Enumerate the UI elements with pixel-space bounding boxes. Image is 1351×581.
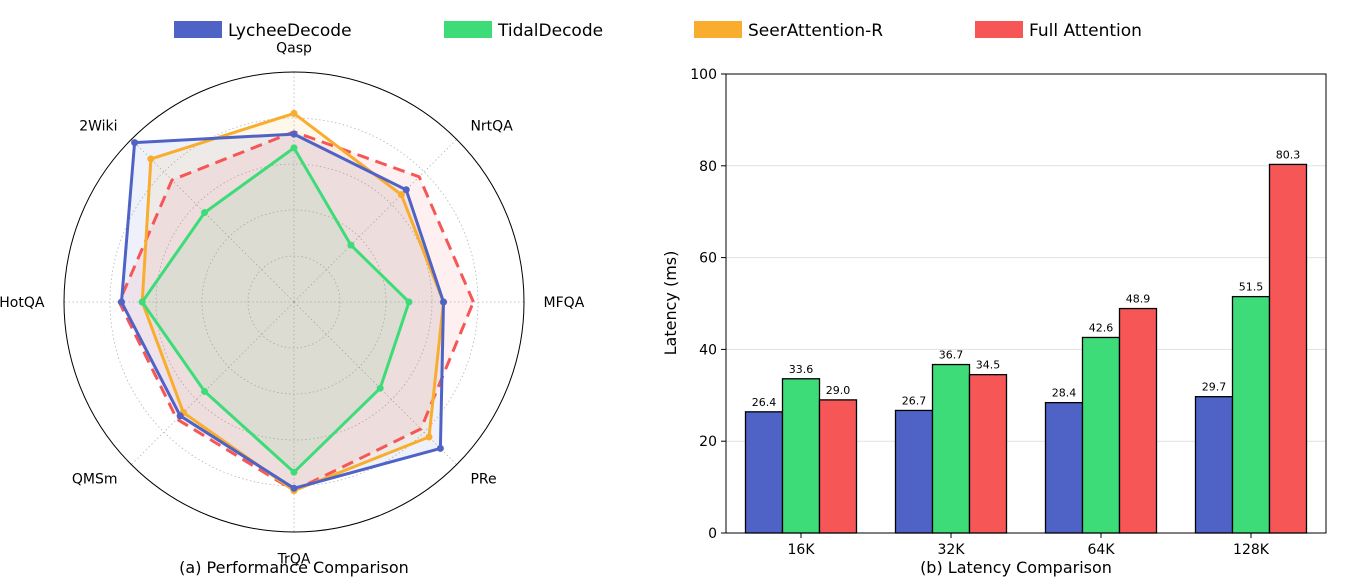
radar-axis-label-trqa: TrQA [277, 552, 311, 568]
bar-tidaldecode-64k [1081, 336, 1121, 534]
radar-point-seerattention-r-qasp [290, 109, 298, 117]
bar-value-label-full-attention-128k: 80.3 [1276, 148, 1301, 161]
radar-axis-label-2wiki: 2Wiki [79, 119, 117, 135]
bar-group-64k: 28.4 42.6 48.9 [1044, 293, 1158, 534]
radar-point-tidaldecode-qasp [290, 144, 298, 152]
legend-label-lycheedecode: LycheeDecode [228, 21, 352, 41]
legend: LycheeDecode TidalDecode SeerAttention-R… [174, 21, 1142, 41]
bar-lycheedecode-64k [1044, 401, 1084, 534]
bar-y-tick-label-0: 0 [708, 526, 717, 542]
radar-point-lycheedecode-trqa [290, 484, 298, 492]
bar-value-label-lycheedecode-128k: 29.7 [1202, 381, 1227, 394]
bar-group-32k: 26.7 36.7 34.5 [894, 349, 1008, 534]
radar-series-tidaldecode [138, 144, 413, 476]
bar-x-tick-label-128k: 128K [1233, 542, 1270, 558]
radar-fill-tidaldecode [142, 147, 409, 473]
legend-swatch-seerattention [694, 21, 742, 38]
radar-point-tidaldecode-2wiki [201, 209, 209, 217]
bar-y-tick-label-40: 40 [699, 342, 717, 358]
radar-point-lycheedecode-mfqa [440, 298, 447, 306]
bar-value-label-tidaldecode-128k: 51.5 [1239, 281, 1264, 294]
radar-series-layer [117, 109, 475, 495]
radar-grid-ring-3 [155, 163, 433, 441]
radar-point-lycheedecode-nrtqa [402, 186, 410, 194]
bar-chart: 26.4 33.6 29.0 26.7 36.7 34.5 28.4 42.6 48.9 29.7… [661, 67, 1327, 577]
bar-full-attention-16k [818, 399, 858, 534]
bar-value-label-tidaldecode-16k: 33.6 [789, 363, 814, 376]
legend-entry-lycheedecode: LycheeDecode [174, 21, 352, 41]
radar-fill-full-attention [119, 131, 474, 491]
radar-point-tidaldecode-pre [376, 384, 384, 392]
bar-group-16k: 26.4 33.6 29.0 [744, 363, 858, 534]
bar-full-attention-32k [968, 373, 1008, 534]
radar-fill-seerattention-r [142, 113, 444, 491]
bar-group-128k: 29.7 51.5 80.3 [1194, 148, 1308, 534]
bar-series-layer: 26.4 33.6 29.0 26.7 36.7 34.5 28.4 42.6 48.9 29.7… [744, 148, 1308, 534]
bar-x-tick-label-32k: 32K [938, 542, 966, 558]
legend-label-seerattention: SeerAttention-R [748, 21, 883, 41]
legend-label-full-attention: Full Attention [1029, 21, 1142, 41]
bar-x-tick-label-64k: 64K [1088, 542, 1116, 558]
radar-fill-lycheedecode [121, 134, 444, 489]
bar-y-tick-label-100: 100 [690, 67, 717, 83]
bar-value-label-tidaldecode-32k: 36.7 [939, 349, 964, 362]
legend-swatch-full-attention [975, 21, 1023, 38]
radar-point-seerattention-r-pre [425, 433, 433, 441]
bar-full-attention-128k [1268, 163, 1308, 534]
bar-axes: 0 20 40 60 80 100 16K 32K 64K 128K [690, 67, 1327, 558]
legend-entry-tidaldecode: TidalDecode [444, 21, 603, 41]
bar-full-attention-64k [1118, 307, 1158, 534]
radar-axis-label-mfqa: MFQA [544, 295, 585, 311]
radar-point-seerattention-r-nrtqa [397, 191, 405, 199]
radar-point-tidaldecode-mfqa [405, 298, 413, 306]
legend-swatch-lycheedecode [174, 21, 222, 38]
radar-grid-ring-1 [247, 255, 341, 349]
bar-y-tick-label-60: 60 [699, 251, 717, 267]
bar-tidaldecode-128k [1231, 295, 1271, 534]
radar-point-tidaldecode-hotqa [138, 298, 146, 306]
bar-lycheedecode-128k [1194, 396, 1234, 534]
bar-value-label-tidaldecode-64k: 42.6 [1089, 321, 1114, 334]
legend-swatch-tidaldecode [444, 21, 492, 38]
radar-point-seerattention-r-2wiki [147, 155, 155, 163]
radar-point-lycheedecode-pre [436, 444, 444, 452]
bar-value-label-full-attention-64k: 48.9 [1126, 293, 1151, 306]
radar-outer-frame [63, 71, 525, 533]
bar-y-tick-label-80: 80 [699, 159, 717, 175]
radar-point-tidaldecode-nrtqa [347, 241, 355, 249]
bar-plot-frame [725, 73, 1327, 534]
legend-label-tidaldecode: TidalDecode [497, 21, 603, 41]
bar-caption: (b) Latency Comparison [920, 558, 1112, 577]
radar-point-lycheedecode-2wiki [131, 139, 139, 147]
bar-y-axis-label: Latency (ms) [661, 251, 680, 356]
radar-axis-label-qasp: Qasp [276, 40, 312, 56]
radar-axis-label-nrtqa: NrtQA [470, 119, 513, 135]
bar-value-label-full-attention-16k: 29.0 [826, 384, 851, 397]
radar-point-tidaldecode-qmsm [201, 387, 209, 395]
radar-point-lycheedecode-qasp [290, 130, 298, 138]
bar-x-tick-label-16k: 16K [788, 542, 816, 558]
bar-tidaldecode-32k [931, 363, 971, 534]
radar-axis-label-pre: PRe [470, 471, 496, 487]
bar-y-tick-label-20: 20 [699, 434, 717, 450]
bar-value-label-lycheedecode-32k: 26.7 [902, 394, 927, 407]
radar-axis-label-hotqa: HotQA [0, 295, 45, 311]
bar-lycheedecode-32k [894, 409, 934, 534]
radar-caption: (a) Performance Comparison [179, 558, 409, 577]
legend-entry-full-attention: Full Attention [975, 21, 1142, 41]
radar-chart: MFQA NrtQA Qasp 2Wiki HotQA QMSm TrQA PRe (a) P… [0, 40, 585, 577]
radar-axis-labels: MFQA NrtQA Qasp 2Wiki HotQA QMSm TrQA PRe [0, 40, 585, 567]
bar-value-label-full-attention-32k: 34.5 [976, 359, 1001, 372]
bar-value-label-lycheedecode-64k: 28.4 [1052, 387, 1077, 400]
bar-tidaldecode-16k [781, 378, 821, 534]
radar-point-lycheedecode-hotqa [118, 298, 125, 306]
legend-entry-seerattention: SeerAttention-R [694, 21, 883, 41]
bar-value-label-lycheedecode-16k: 26.4 [752, 396, 777, 409]
radar-series-lycheedecode [118, 130, 447, 492]
radar-point-tidaldecode-trqa [290, 468, 298, 476]
radar-point-lycheedecode-qmsm [176, 412, 184, 420]
radar-axis-label-qmsm: QMSm [72, 471, 118, 487]
bar-lycheedecode-16k [744, 411, 784, 534]
